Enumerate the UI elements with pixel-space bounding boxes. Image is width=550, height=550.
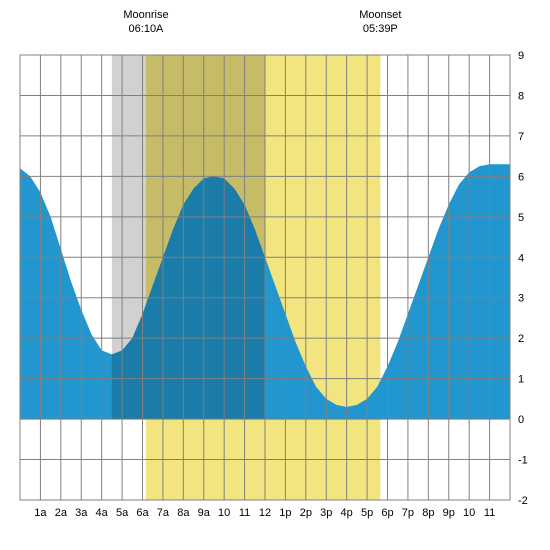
y-tick-label: -2 xyxy=(518,495,528,507)
x-tick-label: 10 xyxy=(463,507,475,519)
y-tick-label: 2 xyxy=(518,333,524,345)
x-tick-label: 5a xyxy=(116,507,129,519)
x-tick-label: 11 xyxy=(484,507,495,519)
x-tick-label: 2a xyxy=(55,507,68,519)
x-tick-label: 10 xyxy=(218,507,230,519)
moonrise-label: Moonrise xyxy=(123,9,168,21)
x-tick-label: 4a xyxy=(96,507,109,519)
x-tick-label: 11 xyxy=(239,507,250,519)
y-tick-label: 9 xyxy=(518,50,524,62)
x-tick-label: 7p xyxy=(402,507,414,519)
x-tick-label: 12 xyxy=(259,507,271,519)
y-tick-label: 1 xyxy=(518,374,524,386)
x-tick-label: 9p xyxy=(443,507,455,519)
tide-chart: -2-101234567891a2a3a4a5a6a7a8a9a1011121p… xyxy=(0,0,550,550)
x-tick-label: 4p xyxy=(341,507,353,519)
x-tick-label: 2p xyxy=(300,507,312,519)
x-tick-label: 6a xyxy=(136,507,149,519)
y-tick-label: 3 xyxy=(518,293,524,305)
y-tick-label: 4 xyxy=(518,252,524,264)
y-tick-label: 6 xyxy=(518,171,524,183)
y-tick-label: 7 xyxy=(518,131,524,143)
moonrise-time: 06:10A xyxy=(129,23,165,35)
x-tick-label: 8p xyxy=(422,507,434,519)
x-tick-label: 1a xyxy=(34,507,47,519)
shade-overlay xyxy=(112,55,265,419)
y-tick-label: 5 xyxy=(518,212,524,224)
moonset-label: Moonset xyxy=(359,9,401,21)
moonset-time: 05:39P xyxy=(363,23,398,35)
y-tick-label: -1 xyxy=(518,455,528,467)
y-tick-label: 0 xyxy=(518,414,524,426)
x-tick-label: 1p xyxy=(279,507,291,519)
x-tick-label: 5p xyxy=(361,507,373,519)
x-tick-label: 3p xyxy=(320,507,332,519)
x-tick-label: 9a xyxy=(198,507,211,519)
y-tick-label: 8 xyxy=(518,90,524,102)
chart-svg: -2-101234567891a2a3a4a5a6a7a8a9a1011121p… xyxy=(0,0,550,550)
x-tick-label: 8a xyxy=(177,507,190,519)
x-tick-label: 6p xyxy=(381,507,393,519)
x-tick-label: 3a xyxy=(75,507,88,519)
x-tick-label: 7a xyxy=(157,507,170,519)
